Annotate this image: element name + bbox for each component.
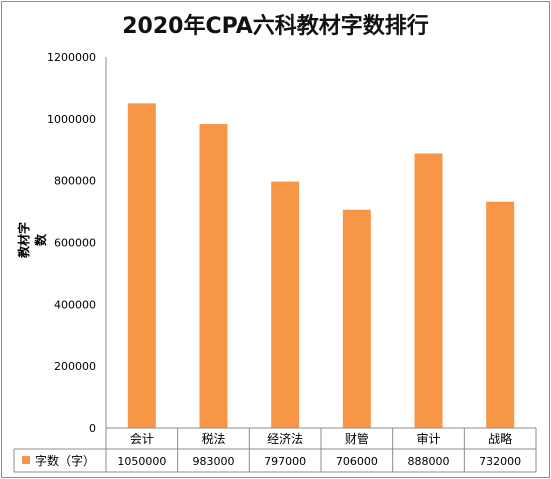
data-label: 706000 bbox=[336, 455, 378, 468]
y-tick-label: 600000 bbox=[54, 237, 96, 250]
bar bbox=[127, 103, 156, 428]
category-label: 财管 bbox=[345, 431, 369, 446]
bar bbox=[342, 209, 371, 428]
y-tick-label: 800000 bbox=[54, 175, 96, 188]
bar bbox=[486, 201, 515, 428]
category-label: 经济法 bbox=[267, 431, 303, 446]
category-label: 税法 bbox=[201, 432, 225, 446]
data-label: 732000 bbox=[479, 455, 521, 468]
bar bbox=[271, 181, 300, 428]
y-tick-label: 200000 bbox=[54, 360, 96, 373]
y-tick-label: 400000 bbox=[54, 298, 96, 311]
y-tick-label: 0 bbox=[89, 422, 96, 435]
category-label: 审计 bbox=[416, 431, 440, 446]
y-tick-label: 1200000 bbox=[47, 51, 96, 64]
category-label: 战略 bbox=[488, 431, 512, 446]
category-label: 会计 bbox=[130, 432, 154, 446]
chart-title: 2020年CPA六科教材字数排行 bbox=[122, 14, 429, 39]
bar bbox=[414, 153, 443, 428]
data-label: 797000 bbox=[264, 455, 306, 468]
bar bbox=[199, 124, 228, 428]
legend-label: 字数（字） bbox=[35, 453, 95, 468]
data-label: 983000 bbox=[193, 455, 235, 468]
legend-swatch bbox=[22, 456, 30, 464]
data-label: 1050000 bbox=[117, 455, 166, 468]
y-tick-label: 1000000 bbox=[47, 113, 96, 126]
data-label: 888000 bbox=[408, 455, 450, 468]
